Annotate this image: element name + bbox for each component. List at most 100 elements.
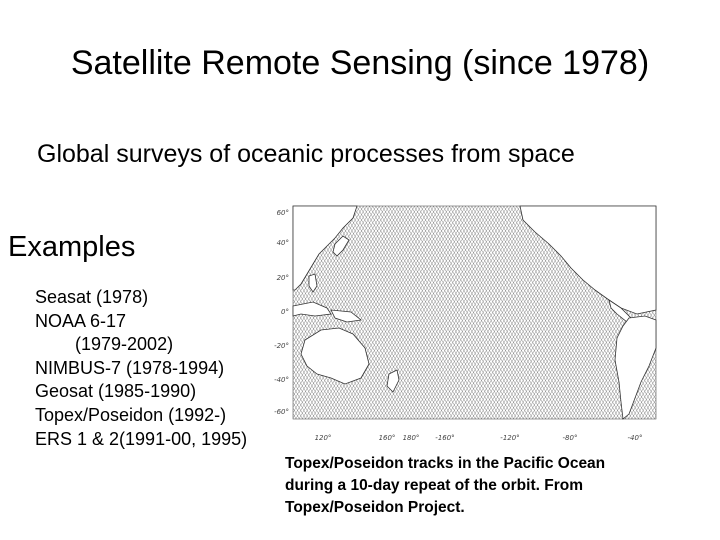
slide-title: Satellite Remote Sensing (since 1978): [70, 44, 650, 82]
japan: [332, 235, 350, 257]
ground-track-descending: [295, 206, 422, 419]
ground-track-descending: [631, 377, 656, 419]
satellite-tracks-map: 60° 40° 20° 0° -20° -40° -60° 120° 160° …: [274, 205, 660, 442]
indonesia: [292, 301, 332, 317]
ground-track-descending: [401, 206, 527, 419]
ground-track-descending: [301, 206, 428, 419]
ground-track-descending: [397, 206, 524, 419]
ground-track-descending: [410, 206, 537, 419]
ground-track-descending: [388, 206, 514, 419]
ground-track-descending: [628, 371, 656, 419]
ground-track-descending: [634, 382, 656, 419]
ground-track-descending: [327, 206, 454, 419]
example-item-seasat: Seasat (1978): [35, 287, 149, 307]
new-guinea: [330, 309, 362, 323]
ground-track-descending: [340, 206, 466, 419]
examples-heading: Examples: [8, 231, 136, 263]
ground-track-descending: [596, 317, 656, 419]
example-item-ers: ERS 1 & 2(1991-00, 1995): [35, 428, 248, 449]
lat-tick-label: 0°: [281, 308, 289, 316]
ground-track-descending: [308, 206, 434, 419]
ground-track-descending: [359, 206, 486, 419]
ground-track-descending: [586, 301, 656, 419]
lat-tick-label: -60°: [274, 408, 289, 416]
ground-track-descending: [353, 206, 479, 419]
lon-tick-label: -160°: [435, 434, 454, 442]
ground-track-descending: [314, 206, 441, 419]
ground-track-descending: [583, 295, 656, 419]
ground-track-descending: [420, 206, 546, 419]
ground-track-ascending: [293, 369, 322, 419]
ground-track-ascending: [657, 206, 660, 419]
ground-track-descending: [378, 206, 505, 419]
lat-tick-label: 60°: [277, 209, 289, 217]
ground-track-descending: [433, 206, 559, 419]
ground-track-descending: [404, 206, 530, 419]
south-america: [614, 315, 657, 420]
lon-tick-label: -40°: [628, 434, 643, 442]
caption-line: Topex/Poseidon tracks in the Pacific Oce…: [285, 455, 606, 472]
ground-track-ascending: [293, 347, 335, 419]
lat-tick-label: 40°: [277, 239, 289, 247]
ground-track-descending: [407, 206, 534, 419]
ground-track-descending: [321, 206, 447, 419]
new-zealand: [386, 369, 400, 393]
asia: [292, 205, 358, 291]
ground-track-descending: [330, 206, 457, 419]
map-caption: Topex/Poseidon tracks in the Pacific Oce…: [285, 453, 605, 519]
ground-track-ascending: [293, 326, 348, 419]
ground-track-descending: [305, 206, 431, 419]
ground-track-descending: [589, 306, 656, 419]
ground-track-descending: [657, 206, 660, 419]
ground-track-descending: [413, 206, 540, 419]
landmasses: [292, 205, 657, 420]
ground-track-ascending: [293, 353, 332, 419]
australia: [300, 327, 370, 385]
ground-track-descending: [293, 206, 354, 310]
lat-tick-label: -20°: [274, 342, 289, 350]
lon-tick-label: 180°: [403, 434, 420, 442]
lat-tick-label: -40°: [274, 376, 289, 384]
ground-track-ascending: [293, 315, 354, 419]
ground-track-descending: [317, 206, 444, 419]
ground-track-descending: [394, 206, 521, 419]
ground-track-descending: [423, 206, 550, 419]
lon-tick-label: -120°: [500, 434, 519, 442]
ground-track-ascending: [293, 380, 316, 419]
ground-track-descending: [426, 206, 553, 419]
ground-track-descending: [564, 263, 656, 419]
lon-tick-label: 120°: [315, 434, 332, 442]
example-item-topex: Topex/Poseidon (1992-): [35, 404, 227, 425]
ground-track-descending: [429, 206, 556, 419]
ground-track-descending: [337, 206, 463, 419]
ground-track-descending: [356, 206, 482, 419]
lat-tick-label: 20°: [277, 274, 289, 282]
ground-track-ascending: [293, 320, 351, 419]
latitude-ticks: 60° 40° 20° 0° -20° -40° -60°: [274, 209, 289, 416]
ground-track-descending: [362, 206, 489, 419]
north-america: [519, 205, 657, 315]
ground-track-descending: [385, 206, 511, 419]
lon-tick-label: -80°: [563, 434, 578, 442]
caption-line: during a 10-day repeat of the orbit. Fro…: [285, 477, 583, 494]
longitude-ticks: 120° 160° 180° -160° -120° -80° -40°: [315, 434, 643, 442]
ground-track-ascending: [293, 337, 342, 419]
ground-track-descending: [293, 206, 418, 419]
ground-track-descending: [346, 206, 473, 419]
example-item-noaa: NOAA 6-17: [35, 310, 127, 331]
examples-list: Seasat (1978) NOAA 6-17 (1979-2002) NIMB…: [35, 286, 247, 451]
ground-track-descending: [381, 206, 508, 419]
lon-tick-label: 160°: [379, 434, 396, 442]
ground-track-descending: [333, 206, 460, 419]
ground-track-descending: [391, 206, 518, 419]
ground-track-ascending: [293, 364, 326, 419]
ground-track-ascending: [293, 358, 329, 419]
slide-subtitle: Global surveys of oceanic processes from…: [37, 140, 575, 168]
ground-track-descending: [311, 206, 438, 419]
philippines: [308, 273, 318, 293]
example-item-nimbus: NIMBUS-7 (1978-1994): [35, 357, 225, 378]
example-item-noaa-years: (1979-2002): [75, 334, 174, 355]
ground-track-descending: [365, 206, 492, 419]
ground-track-descending: [436, 206, 562, 419]
ground-track-descending: [551, 241, 656, 419]
